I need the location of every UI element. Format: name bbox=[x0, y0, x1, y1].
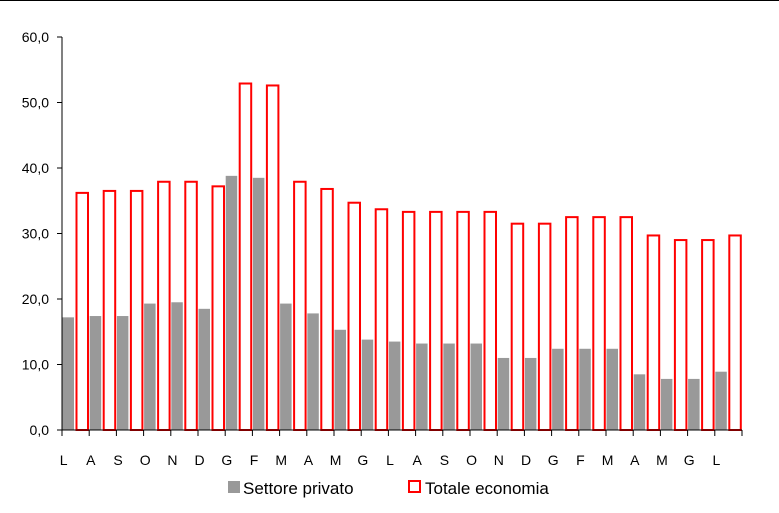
x-tick-label-6: G bbox=[221, 452, 232, 468]
bar-settore-privato-0 bbox=[62, 317, 74, 430]
x-tick-label-7: F bbox=[250, 452, 259, 468]
bar-totale-economia-4 bbox=[184, 180, 198, 431]
y-tick-label-2: 20,0 bbox=[22, 291, 49, 307]
bar-totale-economia-1 bbox=[102, 189, 117, 431]
bar-settore-privato-17 bbox=[524, 357, 537, 430]
bar-settore-privato-6 bbox=[225, 175, 238, 430]
bar-totale-economia-11 bbox=[374, 208, 389, 431]
bar-totale-economia-2 bbox=[129, 189, 144, 431]
bar-settore-privato-9 bbox=[307, 313, 319, 430]
x-tick-label-16: N bbox=[494, 452, 504, 468]
bar-settore-privato-4 bbox=[171, 302, 183, 430]
bars-layer bbox=[62, 82, 742, 431]
bar-totale-economia-5 bbox=[211, 185, 225, 431]
bar-totale-economia-15 bbox=[483, 210, 497, 431]
bar-totale-economia-16 bbox=[510, 222, 525, 431]
x-tick-label-20: M bbox=[602, 452, 614, 468]
bar-settore-privato-15 bbox=[470, 343, 482, 430]
y-tick-label-3: 30,0 bbox=[22, 226, 49, 242]
bar-settore-privato-13 bbox=[416, 343, 428, 430]
x-tick-label-17: D bbox=[521, 452, 531, 468]
bar-totale-economia-20 bbox=[619, 216, 633, 431]
bar-settore-privato-8 bbox=[280, 303, 292, 430]
bar-settore-privato-7 bbox=[252, 177, 265, 430]
bar-totale-economia-9 bbox=[320, 187, 334, 431]
bar-totale-economia-10 bbox=[347, 201, 361, 431]
bar-totale-economia-13 bbox=[429, 210, 443, 431]
bar-totale-economia-19 bbox=[592, 216, 606, 431]
legend-label-settore-privato: Settore privato bbox=[243, 479, 354, 498]
bar-settore-privato-14 bbox=[443, 343, 455, 430]
bar-settore-privato-1 bbox=[89, 316, 102, 430]
x-tick-label-3: O bbox=[140, 452, 151, 468]
x-tick-label-10: M bbox=[330, 452, 342, 468]
bar-totale-economia-21 bbox=[646, 234, 661, 431]
bar-settore-privato-23 bbox=[688, 378, 700, 430]
bar-settore-privato-18 bbox=[552, 348, 564, 430]
x-tick-label-8: M bbox=[275, 452, 287, 468]
bar-totale-economia-23 bbox=[701, 239, 715, 431]
x-tick-label-1: A bbox=[86, 452, 96, 468]
x-tick-label-4: N bbox=[167, 452, 177, 468]
bar-settore-privato-2 bbox=[116, 316, 129, 430]
x-tick-label-18: G bbox=[548, 452, 559, 468]
bar-settore-privato-24 bbox=[715, 371, 727, 430]
y-tick-label-0: 0,0 bbox=[30, 422, 50, 438]
x-tick-label-14: S bbox=[440, 452, 449, 468]
bar-totale-economia-24 bbox=[728, 234, 742, 431]
bar-totale-economia-6 bbox=[238, 82, 253, 431]
bar-settore-privato-10 bbox=[334, 329, 346, 430]
bar-totale-economia-14 bbox=[456, 210, 470, 431]
top-border-line bbox=[0, 0, 779, 1]
x-tick-label-9: A bbox=[304, 452, 314, 468]
y-tick-label-1: 10,0 bbox=[22, 357, 49, 373]
y-tick-label-5: 50,0 bbox=[22, 95, 49, 111]
legend: Settore privato Totale economia bbox=[228, 479, 549, 498]
x-tick-label-13: A bbox=[413, 452, 423, 468]
bar-settore-privato-21 bbox=[633, 374, 646, 430]
y-tick-label-4: 40,0 bbox=[22, 160, 49, 176]
x-tick-label-15: O bbox=[466, 452, 477, 468]
bar-totale-economia-18 bbox=[565, 216, 579, 431]
x-tick-label-19: F bbox=[576, 452, 585, 468]
x-tick-label-22: M bbox=[656, 452, 668, 468]
bar-settore-privato-16 bbox=[497, 357, 510, 430]
x-tick-label-0: L bbox=[60, 452, 68, 468]
bar-settore-privato-5 bbox=[198, 308, 210, 430]
bar-settore-privato-12 bbox=[388, 341, 401, 430]
x-tick-label-23: G bbox=[684, 452, 695, 468]
axes-layer: 0,010,020,030,040,050,060,0L A S O N D G F M A M G L… bbox=[22, 29, 743, 468]
x-tick-label-24: L bbox=[713, 452, 721, 468]
x-tick-label-11: G bbox=[357, 452, 368, 468]
bar-totale-economia-8 bbox=[293, 180, 307, 431]
bar-settore-privato-11 bbox=[361, 339, 374, 430]
x-tick-label-12: L bbox=[386, 452, 394, 468]
legend-label-totale-economia: Totale economia bbox=[425, 479, 549, 498]
bar-settore-privato-22 bbox=[660, 378, 673, 430]
bar-totale-economia-22 bbox=[673, 239, 688, 431]
bar-settore-privato-19 bbox=[579, 348, 591, 430]
bar-settore-privato-3 bbox=[144, 303, 156, 430]
x-tick-label-21: A bbox=[630, 452, 640, 468]
x-tick-label-5: D bbox=[195, 452, 205, 468]
bar-settore-privato-20 bbox=[606, 348, 618, 430]
bar-totale-economia-17 bbox=[537, 222, 552, 431]
bar-totale-economia-12 bbox=[401, 210, 416, 431]
bar-totale-economia-7 bbox=[265, 84, 280, 431]
y-tick-label-6: 60,0 bbox=[22, 29, 49, 45]
bar-totale-economia-0 bbox=[75, 191, 89, 431]
bar-totale-economia-3 bbox=[157, 180, 171, 431]
legend-swatch-settore-privato bbox=[228, 481, 240, 493]
legend-swatch-totale-economia bbox=[408, 480, 421, 493]
x-tick-label-2: S bbox=[113, 452, 122, 468]
